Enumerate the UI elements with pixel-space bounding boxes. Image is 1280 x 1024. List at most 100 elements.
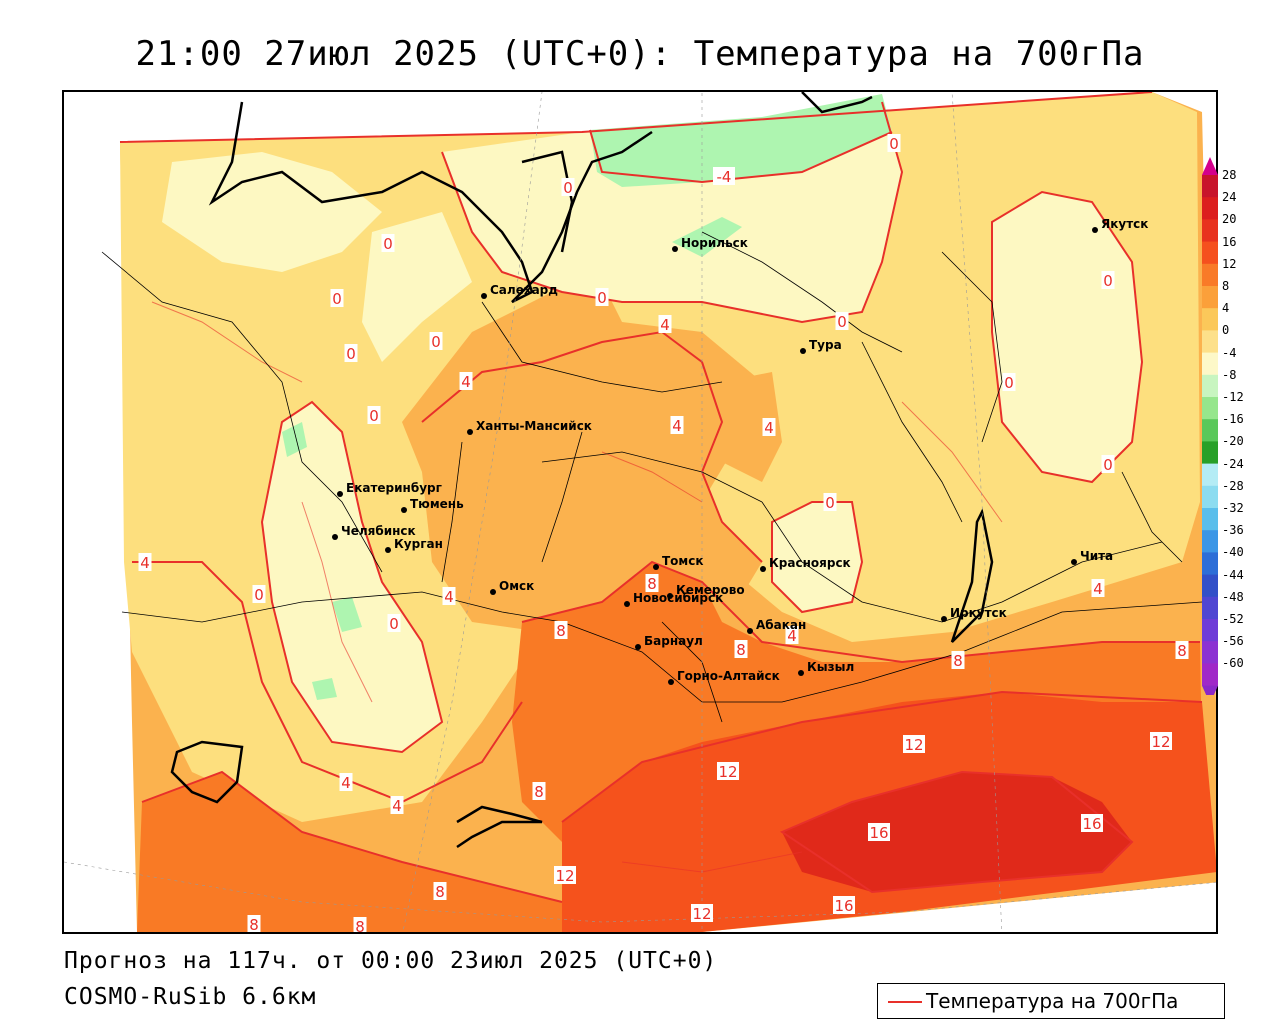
city-label: Барнаул	[644, 634, 703, 648]
isotherm-label-bg	[713, 167, 735, 185]
zone-neg4-north-2	[672, 217, 742, 257]
city-marker	[672, 246, 678, 252]
city-marker	[653, 564, 659, 570]
city-label: Кызыл	[807, 660, 854, 674]
model-caption: COSMO-RuSib 6.6км	[64, 984, 317, 1010]
city-marker	[337, 491, 343, 497]
city-marker	[941, 616, 947, 622]
city-marker	[760, 566, 766, 572]
isotherm-label: 4	[341, 774, 351, 792]
city-label: Екатеринбург	[346, 481, 442, 495]
isotherms	[119, 92, 1203, 903]
isotherm-label: 12	[555, 867, 574, 885]
colorbar-segment	[1202, 574, 1218, 598]
isotherm-label: 8	[647, 575, 657, 593]
city-label: Томск	[662, 554, 704, 568]
isotherm-label-bg	[868, 823, 890, 841]
isotherm-label: 0	[1103, 272, 1113, 290]
colorbar-tick-label: -32	[1222, 501, 1244, 515]
isotherm-label-bg	[833, 896, 855, 914]
isotherm-label: 8	[249, 916, 259, 934]
colorbar-segment	[1202, 641, 1218, 664]
colorbar-tick-label: -48	[1222, 589, 1244, 604]
city-label: Новосибирск	[633, 591, 723, 605]
city-label: Норильск	[681, 236, 748, 250]
colorbar-segment	[1202, 308, 1218, 331]
colorbar-tick-label: -12	[1222, 390, 1244, 404]
isotherm-label-bg	[442, 587, 456, 605]
isotherm-label-bg	[670, 416, 684, 434]
isotherm-label-bg	[1101, 271, 1115, 289]
isotherm-label: 0	[369, 407, 379, 425]
city-marker	[747, 628, 753, 634]
city-label: Тюмень	[410, 497, 464, 511]
isotherm-label-bg	[138, 553, 152, 571]
isotherm-label-bg	[247, 915, 261, 932]
zone-8-12-southwest	[137, 772, 562, 932]
isotherm-label-bg	[734, 640, 748, 658]
city-label: Омск	[499, 579, 534, 593]
city-marker	[667, 593, 673, 599]
isotherm-labels: 0 -4 0 0 0 0 0 4 0 0 0 4 0 0 4 4 0 0 4 8 0 4 4 0 8 4 8 8 8 12 12 12 4 8 4 1…	[138, 134, 1189, 934]
isotherm-label-bg	[645, 574, 659, 592]
zone-neg-west-2	[162, 152, 382, 272]
colorbar-tick-label: -56	[1222, 634, 1244, 649]
isotherm-label-bg	[835, 312, 849, 330]
colorbar-tick-label: -60	[1222, 656, 1244, 671]
isotherm-label: 4	[392, 797, 402, 815]
colorbar-tick-label: -44	[1222, 567, 1244, 582]
zone-4-8-east	[722, 372, 782, 482]
isotherm-label: 4	[140, 554, 150, 572]
isotherm-label-bg	[823, 493, 837, 511]
isotherm-label: 0	[1103, 456, 1113, 474]
city-marker	[668, 679, 674, 685]
isotherm-label: 16	[1082, 815, 1101, 833]
colorbar-segment	[1202, 263, 1218, 287]
isotherm-label: 16	[834, 897, 853, 915]
city-marker	[1071, 559, 1077, 565]
temperature-map: 0 -4 0 0 0 0 0 4 0 0 0 4 0 0 4 4 0 0 4 8 0 4 4 0 8 4 8 8 8 12 12 12 4 8 4 1…	[64, 92, 1216, 934]
city-marker	[385, 547, 391, 553]
colorbar-tick-label: -52	[1222, 612, 1244, 626]
colorbar-tick-label: -36	[1222, 523, 1244, 538]
isotherm-label: 12	[1151, 733, 1170, 751]
isotherm-label-bg	[595, 288, 609, 306]
legend-label: Температура на 700гПа	[926, 989, 1179, 1013]
isotherm-label: 4	[461, 373, 471, 391]
city-label: Иркутск	[950, 606, 1007, 620]
colorbar-segment	[1202, 241, 1218, 265]
colorbar-segment	[1202, 197, 1218, 220]
isotherm-label-bg	[887, 134, 901, 152]
city-marker	[332, 534, 338, 540]
city-marker	[1092, 227, 1098, 233]
colorbar-segment	[1202, 441, 1218, 465]
isotherm-label: 16	[869, 824, 888, 842]
city-label: Кемерово	[676, 583, 745, 597]
colorbar-segment	[1202, 463, 1218, 487]
temperature-colorbar	[1202, 157, 1218, 695]
colorbar-segment	[1202, 419, 1218, 442]
isotherm-label: 4	[660, 316, 670, 334]
colorbar-tick-label: -28	[1222, 478, 1244, 493]
isotherm-label-bg	[1101, 455, 1115, 473]
thin-isotherms	[151, 301, 1003, 873]
isotherm-label-bg	[691, 904, 713, 922]
map-frame: 0 -4 0 0 0 0 0 4 0 0 0 4 0 0 4 4 0 0 4 8 0 4 4 0 8 4 8 8 8 12 12 12 4 8 4 1…	[62, 90, 1218, 934]
colorbar-tick-label: -20	[1222, 434, 1244, 449]
isotherm-label: 0	[431, 333, 441, 351]
colorbar-segment	[1202, 352, 1218, 376]
isotherm-label-bg	[554, 866, 576, 884]
isotherm-label-bg	[252, 585, 266, 603]
isotherm-label-bg	[381, 234, 395, 252]
isotherm-label: 4	[764, 419, 774, 437]
isotherm-label: 0	[389, 615, 399, 633]
colorbar-segment	[1202, 663, 1218, 687]
city-label: Чита	[1080, 549, 1113, 563]
zone-neg4-west	[282, 422, 307, 457]
isotherm-label-bg	[717, 762, 739, 780]
forecast-caption: Прогноз на 117ч. от 00:00 23июл 2025 (UT…	[64, 948, 718, 974]
city-markers: Якутск Норильск Салехард Тура Ханты-Мансийск…	[332, 217, 1148, 685]
colorbar-segment	[1202, 552, 1218, 576]
colorbar-tick-label: -4	[1222, 345, 1237, 360]
colorbar-segment	[1202, 596, 1218, 620]
